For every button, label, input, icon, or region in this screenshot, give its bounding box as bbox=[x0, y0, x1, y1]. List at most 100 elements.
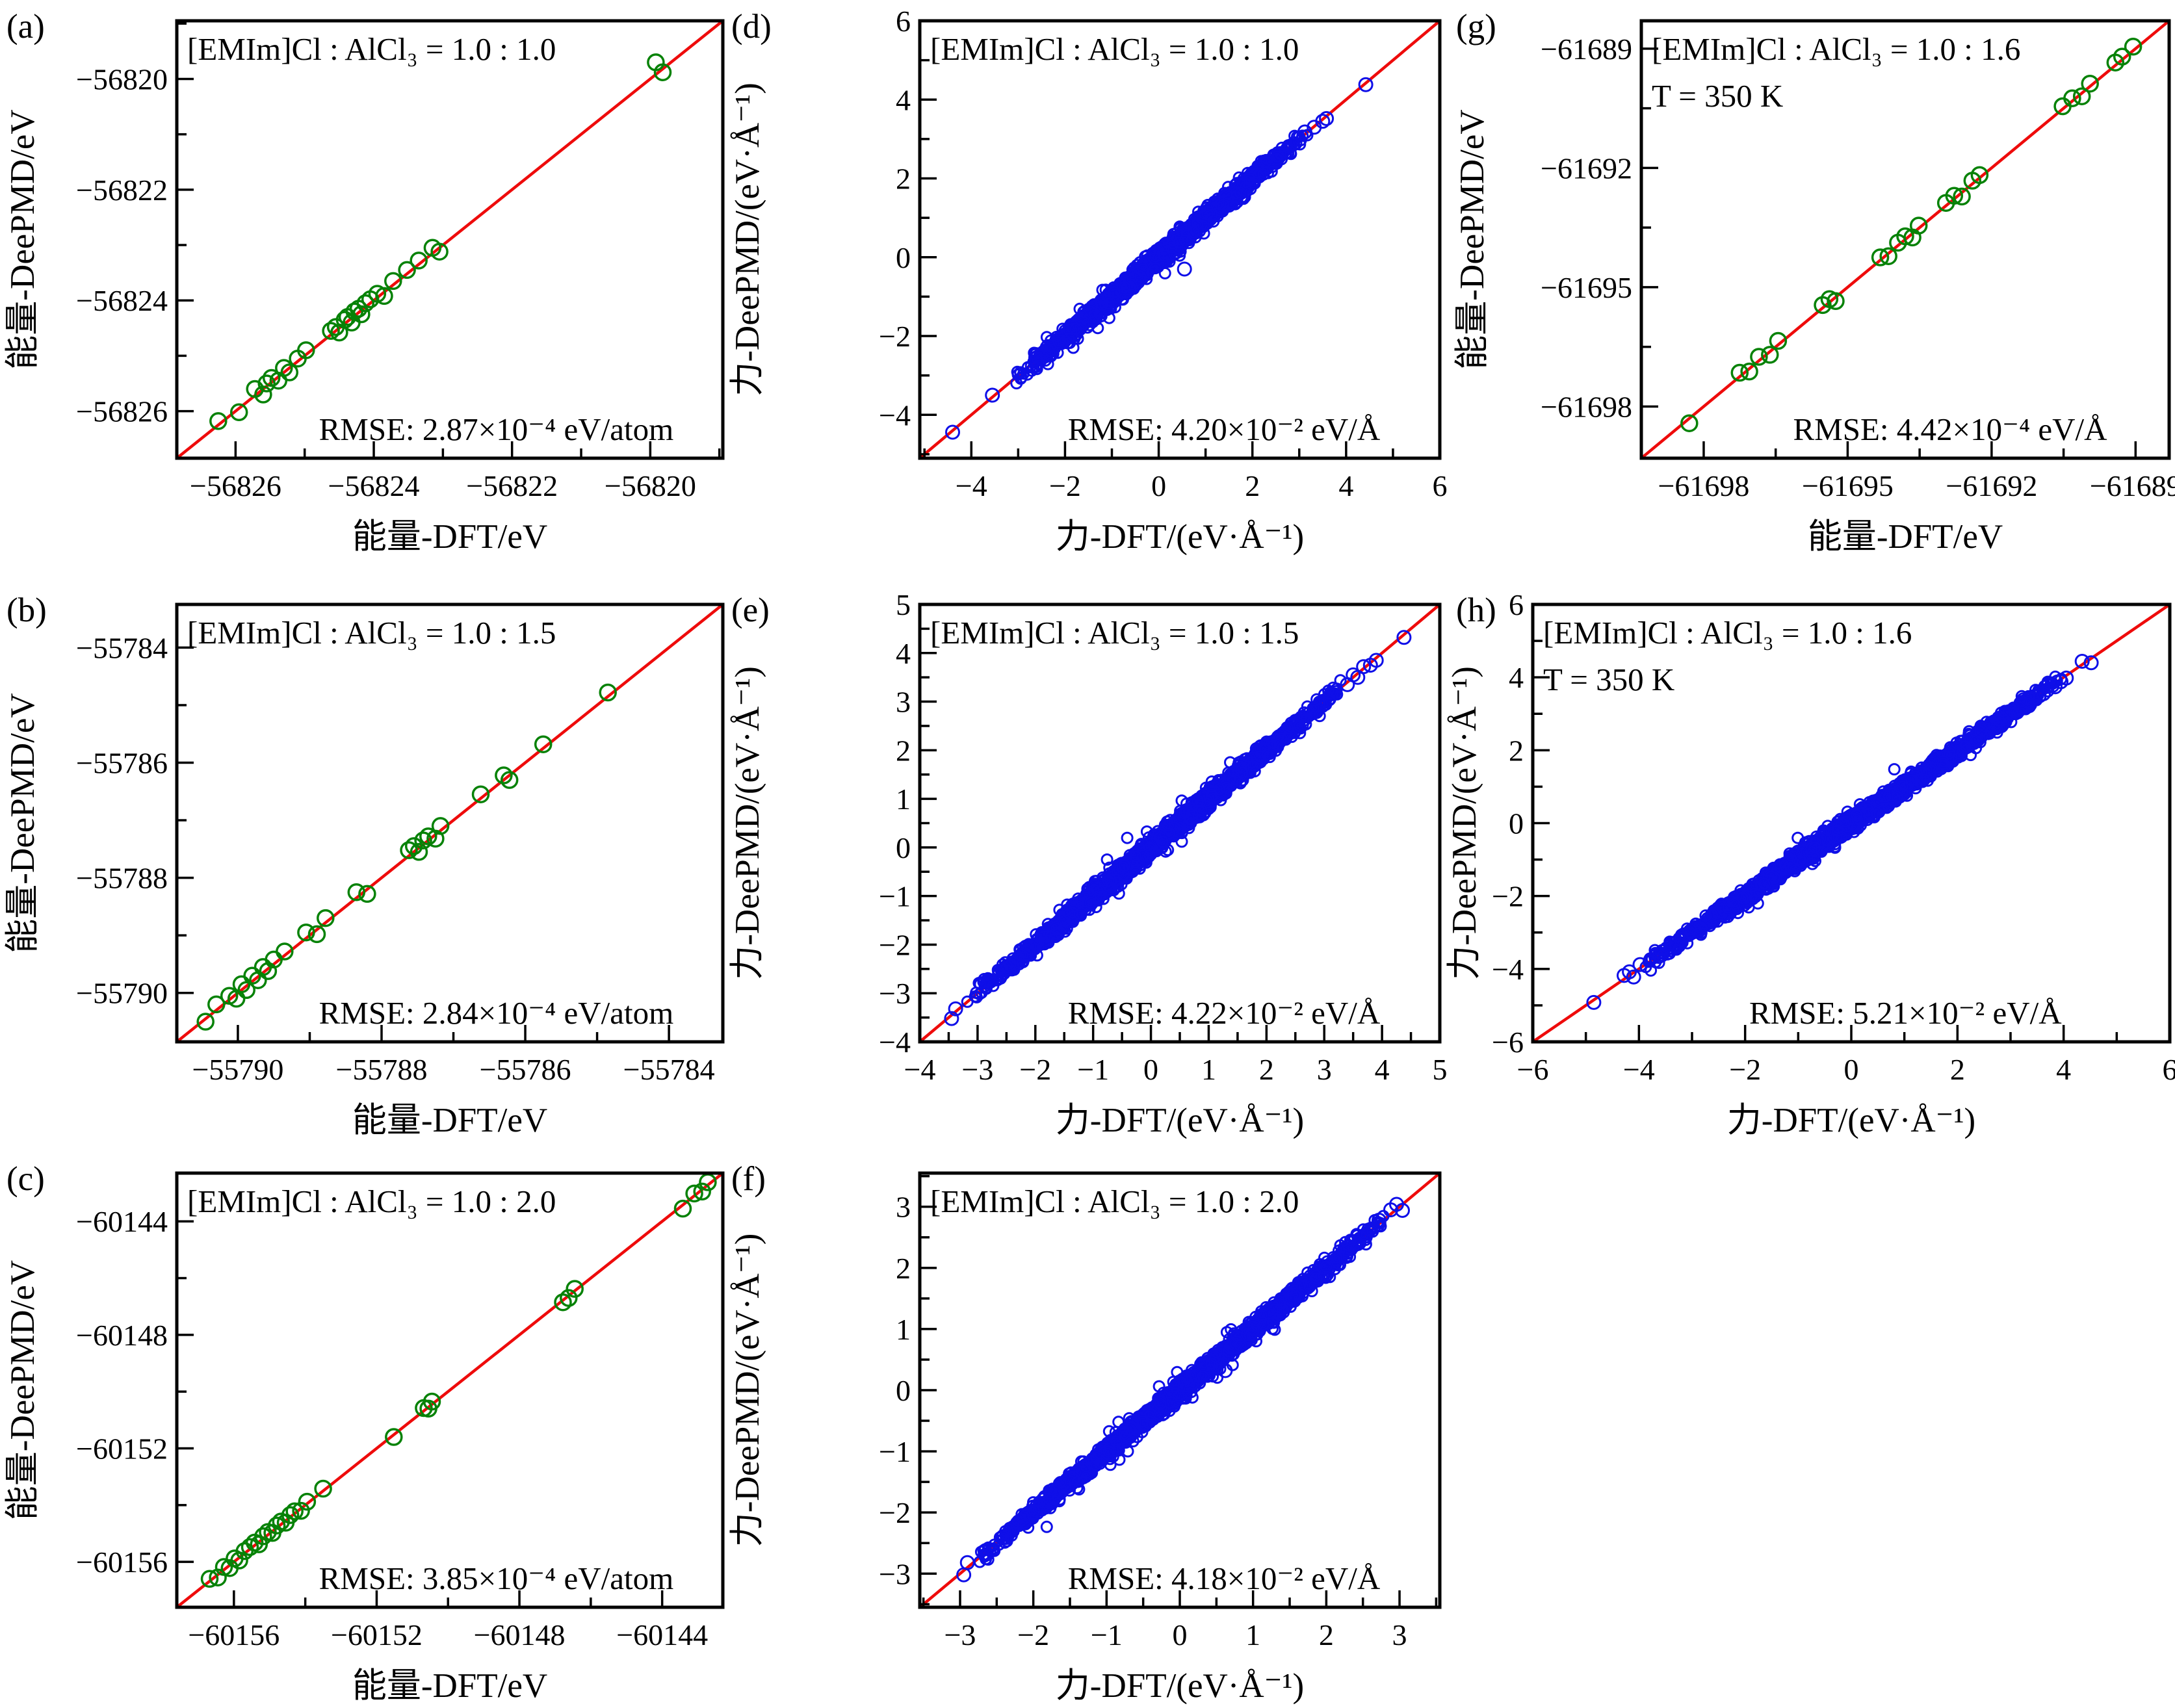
x-tick-label: −2 bbox=[1729, 1053, 1761, 1086]
data-point bbox=[1356, 659, 1372, 675]
data-point bbox=[1358, 77, 1374, 92]
plot-box bbox=[918, 1171, 1442, 1609]
data-point bbox=[1372, 1212, 1387, 1228]
y-tick-label: 0 bbox=[1509, 807, 1524, 840]
y-tick-label: 2 bbox=[896, 162, 911, 196]
x-tick-label: 2 bbox=[1950, 1053, 1965, 1086]
panel-title-line: [EMIm]Cl : AlCl₃ = 1.0 : 1.6 bbox=[1543, 615, 1912, 651]
data-point bbox=[384, 272, 402, 291]
parity-line bbox=[177, 604, 723, 1042]
x-axis-label: 能量-DFT/eV bbox=[352, 518, 547, 556]
data-point bbox=[385, 1428, 403, 1446]
x-axis-label: 力-DFT/(eV·Å⁻¹) bbox=[1056, 1102, 1304, 1139]
x-tick-label: 2 bbox=[1259, 1053, 1274, 1086]
x-tick-label: −56820 bbox=[605, 469, 696, 502]
panel-b: (b) −55790 −55790 −55788 −55788 −55786 −55786 −… bbox=[4, 591, 725, 1139]
x-tick-label: −2 bbox=[1019, 1053, 1051, 1086]
plot-box bbox=[918, 19, 1442, 460]
energy-scatter-points bbox=[200, 1173, 717, 1588]
x-tick-label: −56824 bbox=[328, 469, 420, 502]
x-tick-label: 0 bbox=[1844, 1053, 1859, 1086]
panel-c: (c) −60156 −60156 −60152 −60152 −60148 −60148 −… bbox=[4, 1160, 725, 1705]
data-point bbox=[307, 925, 326, 944]
y-axis-label: 力-DeePMD/(eV·Å⁻¹) bbox=[729, 83, 766, 396]
y-tick-label: −55784 bbox=[76, 631, 168, 664]
x-tick-label: 4 bbox=[2056, 1053, 2071, 1086]
data-point bbox=[196, 1013, 215, 1031]
y-axis-label: 能量-DeePMD/eV bbox=[1453, 109, 1491, 369]
data-point bbox=[275, 359, 293, 377]
data-point bbox=[297, 923, 315, 942]
data-point bbox=[314, 1479, 332, 1498]
y-axis-label: 能量-DeePMD/eV bbox=[4, 109, 42, 369]
y-tick-label: 4 bbox=[896, 637, 911, 670]
x-tick-label: 0 bbox=[1151, 469, 1166, 502]
y-tick-label: −4 bbox=[1492, 953, 1524, 986]
x-tick-label: −1 bbox=[1091, 1618, 1123, 1651]
y-axis-label: 力-DeePMD/(eV·Å⁻¹) bbox=[729, 666, 766, 979]
parity-line bbox=[177, 1173, 723, 1607]
y-tick-label: −2 bbox=[1492, 880, 1524, 913]
data-point bbox=[1761, 346, 1779, 364]
panel-title-line: [EMIm]Cl : AlCl₃ = 1.0 : 1.0 bbox=[187, 31, 556, 67]
y-tick-label: −55786 bbox=[76, 747, 168, 780]
data-point bbox=[1177, 261, 1192, 277]
data-point bbox=[1218, 1363, 1233, 1378]
data-point bbox=[356, 294, 375, 313]
y-tick-label: 1 bbox=[896, 783, 911, 816]
x-tick-label: 6 bbox=[2163, 1053, 2175, 1086]
panel-letter: (d) bbox=[731, 8, 772, 45]
data-point bbox=[685, 1184, 703, 1203]
panel-title-line: [EMIm]Cl : AlCl₃ = 1.0 : 1.5 bbox=[930, 615, 1299, 651]
y-tick-label: −3 bbox=[879, 977, 911, 1010]
data-point bbox=[554, 1293, 572, 1312]
y-tick-label: −56822 bbox=[76, 174, 168, 207]
y-tick-label: −61692 bbox=[1541, 151, 1632, 185]
panel-a: (a) −56826 −56826 −56824 −56824 −56822 −56822 −… bbox=[4, 8, 725, 556]
y-tick-label: −60152 bbox=[76, 1432, 168, 1466]
y-tick-label: −60148 bbox=[76, 1319, 168, 1352]
data-point bbox=[1395, 1202, 1410, 1218]
data-point bbox=[352, 305, 371, 324]
x-axis-label: 力-DFT/(eV·Å⁻¹) bbox=[1056, 1667, 1304, 1705]
y-tick-label: −61695 bbox=[1541, 271, 1632, 304]
data-point bbox=[500, 771, 519, 789]
panel-h: (h) −6−6 −4 −4 −2 −2 0 0 2 2 4 4 6 6 [EMIm]Cl : AlCl₃ … bbox=[1446, 588, 2175, 1139]
data-point bbox=[415, 1399, 433, 1417]
x-tick-label: −55790 bbox=[192, 1053, 283, 1086]
x-tick-label: 0 bbox=[1143, 1053, 1158, 1086]
rmse-label: RMSE: 4.20×10⁻² eV/Å bbox=[1068, 411, 1381, 447]
panel-title-line: [EMIm]Cl : AlCl₃ = 1.0 : 1.0 bbox=[930, 31, 1299, 67]
data-point bbox=[653, 63, 672, 81]
x-tick-label: −60144 bbox=[616, 1618, 708, 1651]
y-tick-label: −56820 bbox=[76, 62, 168, 96]
data-point bbox=[259, 1523, 277, 1542]
x-tick-label: 4 bbox=[1338, 469, 1353, 502]
y-tick-label: 2 bbox=[896, 1252, 911, 1285]
plot-box bbox=[1531, 602, 2172, 1044]
data-point bbox=[1626, 969, 1641, 985]
panel-g: (g) −61698 −61698 −61695 −61695 −61692 −61692 −… bbox=[1453, 8, 2175, 556]
plot-box bbox=[1639, 19, 2171, 460]
rmse-label: RMSE: 4.42×10⁻⁴ eV/Å bbox=[1793, 411, 2108, 447]
y-tick-label: −2 bbox=[879, 1496, 911, 1529]
data-point bbox=[431, 817, 450, 835]
force-scatter-points bbox=[1586, 654, 2099, 1010]
y-tick-label: −6 bbox=[1492, 1026, 1524, 1059]
x-tick-label: 3 bbox=[1392, 1618, 1407, 1651]
data-point bbox=[410, 843, 428, 861]
parity-line bbox=[177, 21, 723, 458]
x-tick-label: −60156 bbox=[188, 1618, 280, 1651]
data-point bbox=[285, 1502, 304, 1521]
data-point bbox=[599, 683, 617, 702]
x-axis-label: 力-DFT/(eV·Å⁻¹) bbox=[1056, 518, 1304, 556]
data-point bbox=[257, 374, 276, 393]
data-point bbox=[1879, 247, 1897, 265]
panel-letter: (g) bbox=[1456, 8, 1496, 45]
y-tick-label: 2 bbox=[896, 734, 911, 767]
x-tick-label: −61692 bbox=[1946, 469, 2037, 502]
panel-letter: (f) bbox=[731, 1160, 766, 1198]
plot-box bbox=[175, 19, 725, 460]
panel-title-line: [EMIm]Cl : AlCl₃ = 1.0 : 2.0 bbox=[930, 1184, 1299, 1219]
data-point bbox=[2072, 87, 2091, 105]
